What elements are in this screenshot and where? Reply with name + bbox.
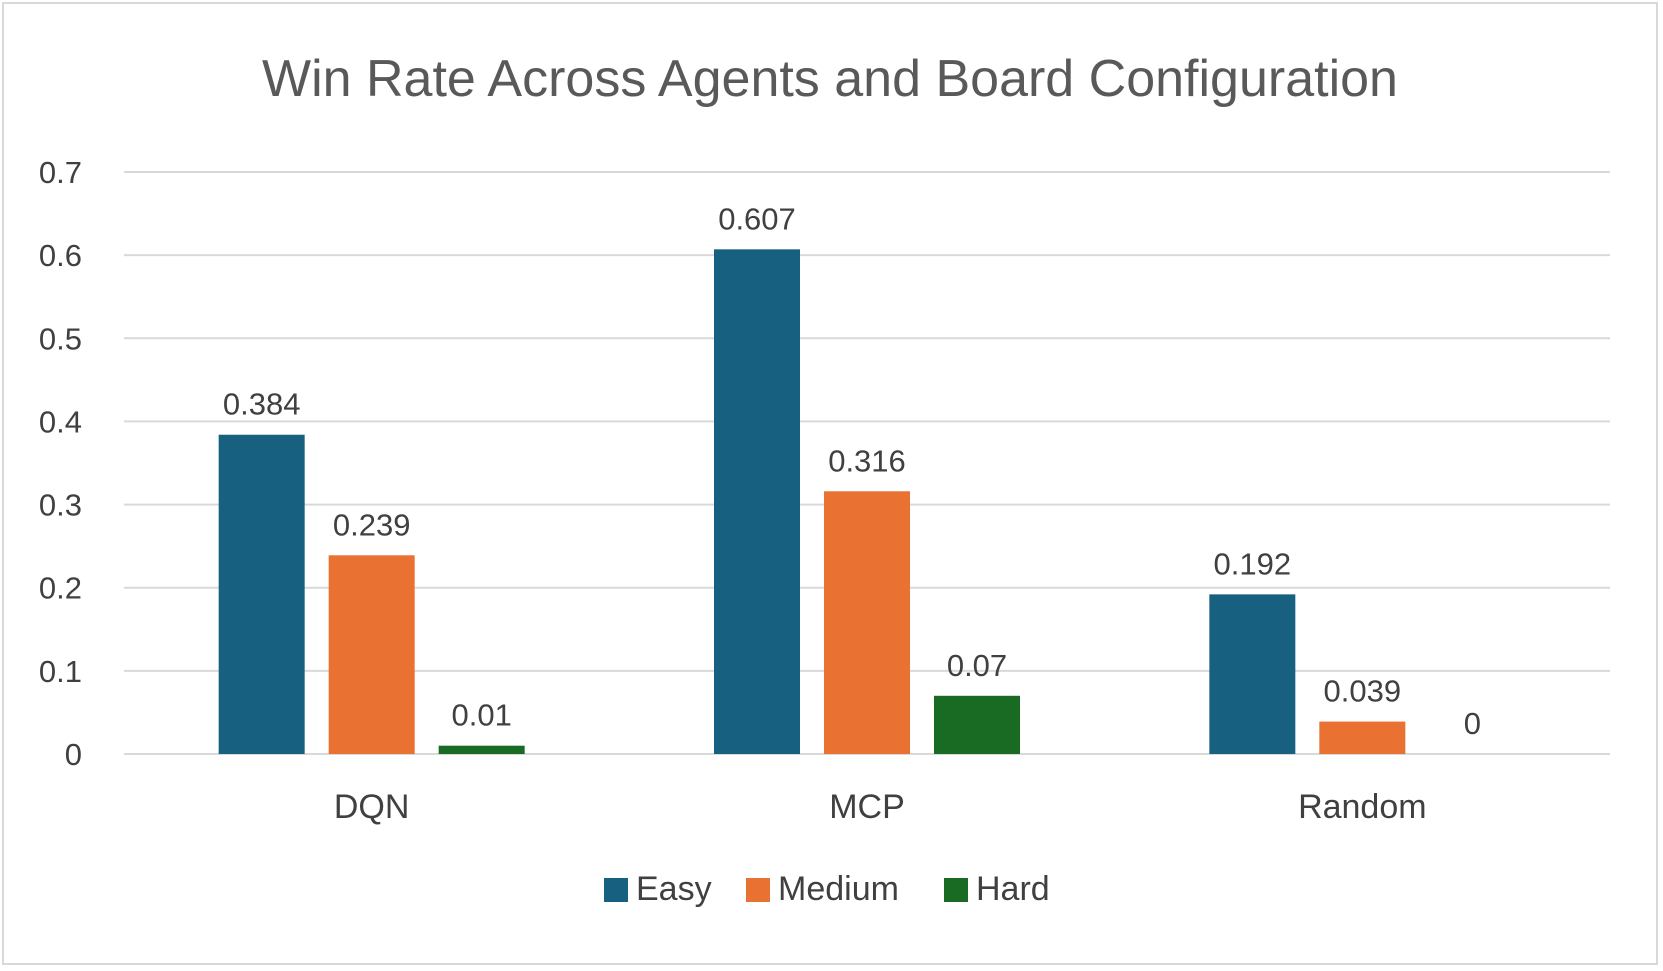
y-tick-label: 0.4 (39, 404, 82, 439)
legend-label-easy: Easy (636, 870, 712, 908)
x-category-label: DQN (334, 788, 410, 826)
y-tick-label: 0.7 (39, 155, 82, 190)
bar-medium-mcp (824, 491, 910, 754)
data-label: 0.192 (1214, 546, 1292, 581)
y-tick-label: 0.6 (39, 238, 82, 273)
legend-label-hard: Hard (976, 870, 1050, 908)
legend-swatch-hard (944, 878, 968, 902)
bar-hard-mcp (934, 695, 1020, 754)
bar-easy-dqn (218, 434, 305, 754)
y-tick-label: 0.3 (39, 488, 82, 523)
data-label: 0.07 (947, 648, 1007, 683)
y-tick-label: 0.1 (39, 654, 82, 689)
data-label: 0.607 (718, 201, 796, 236)
legend: Easy Medium Hard (604, 870, 1050, 908)
legend-label-medium: Medium (778, 870, 899, 908)
bar-medium-random (1319, 721, 1406, 754)
data-label: 0.316 (828, 443, 906, 478)
y-tick-label: 0 (65, 737, 82, 772)
y-tick-label: 0.5 (39, 321, 82, 356)
y-tick-label: 0.2 (39, 571, 82, 606)
data-label: 0.239 (333, 507, 411, 542)
data-label: 0.384 (223, 387, 301, 422)
data-label: 0.01 (451, 698, 511, 733)
bars (218, 249, 1406, 754)
legend-swatch-medium (746, 878, 770, 902)
x-category-label: MCP (829, 788, 905, 826)
y-axis-ticks: 0 0.1 0.2 0.3 0.4 0.5 0.6 0.7 (39, 155, 82, 772)
bar-hard-dqn (438, 745, 525, 754)
legend-swatch-easy (604, 878, 628, 902)
bar-easy-mcp (714, 249, 800, 754)
bar-easy-random (1209, 594, 1296, 754)
data-labels: 0.384 0.239 0.01 0.607 0.316 0.07 0.192 0.039 0 (223, 201, 1481, 741)
data-label: 0 (1464, 706, 1481, 741)
chart-title: Win Rate Across Agents and Board Configu… (262, 50, 1398, 108)
data-label: 0.039 (1324, 674, 1402, 709)
bar-medium-dqn (328, 555, 415, 754)
x-axis-categories: DQN MCP Random (334, 788, 1427, 826)
x-category-label: Random (1298, 788, 1427, 826)
